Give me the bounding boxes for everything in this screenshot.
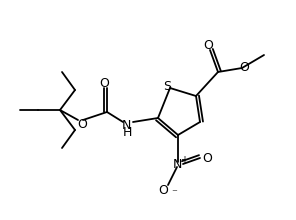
- Text: O: O: [203, 38, 213, 51]
- Text: N: N: [172, 158, 182, 170]
- Text: O: O: [239, 61, 249, 73]
- Text: H: H: [123, 125, 132, 139]
- Text: O: O: [77, 117, 87, 130]
- Text: ⁻: ⁻: [171, 188, 177, 198]
- Text: N: N: [122, 119, 131, 132]
- Text: O: O: [158, 183, 168, 196]
- Text: S: S: [163, 79, 171, 92]
- Text: +: +: [180, 155, 188, 165]
- Text: O: O: [99, 77, 109, 90]
- Text: O: O: [202, 152, 212, 165]
